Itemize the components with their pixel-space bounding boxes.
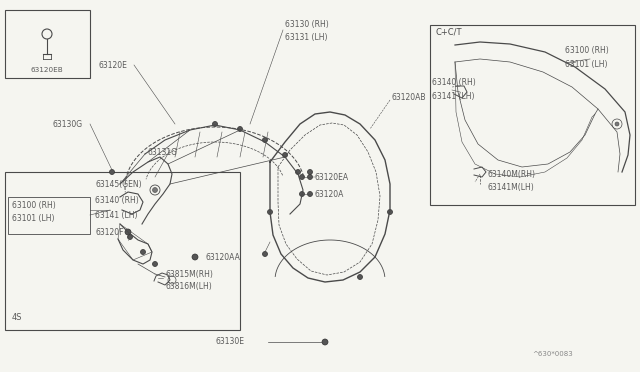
Text: 63130E: 63130E <box>215 337 244 346</box>
Text: 63141 (LH): 63141 (LH) <box>432 92 474 100</box>
Text: 63130 (RH): 63130 (RH) <box>285 19 329 29</box>
Text: 63131 (LH): 63131 (LH) <box>285 32 328 42</box>
Text: C+C/T: C+C/T <box>436 28 463 36</box>
Text: 63120A: 63120A <box>315 189 344 199</box>
Circle shape <box>109 170 115 174</box>
Circle shape <box>212 122 218 126</box>
Text: 63100 (RH): 63100 (RH) <box>565 45 609 55</box>
Circle shape <box>322 339 328 345</box>
Text: 63120E: 63120E <box>98 61 127 70</box>
Text: 63120AB: 63120AB <box>392 93 426 102</box>
Circle shape <box>237 126 243 131</box>
Circle shape <box>387 209 392 215</box>
Circle shape <box>127 234 132 240</box>
Text: 63120AA: 63120AA <box>205 253 240 262</box>
Text: 63141M(LH): 63141M(LH) <box>488 183 535 192</box>
Text: 63101 (LH): 63101 (LH) <box>12 214 54 222</box>
Text: ^630*0083: ^630*0083 <box>532 351 573 357</box>
Text: 63120EB: 63120EB <box>31 67 63 73</box>
Circle shape <box>300 192 305 196</box>
Text: 63120EA: 63120EA <box>315 173 349 182</box>
Text: 63140 (RH): 63140 (RH) <box>432 77 476 87</box>
Circle shape <box>307 174 312 180</box>
Circle shape <box>300 174 305 180</box>
Bar <box>8 197 90 234</box>
Circle shape <box>262 251 268 257</box>
Text: 63815M(RH): 63815M(RH) <box>165 269 213 279</box>
Bar <box>5 10 90 78</box>
Text: 63140 (RH): 63140 (RH) <box>95 196 139 205</box>
Circle shape <box>152 262 157 266</box>
Circle shape <box>152 187 157 192</box>
Text: 63101 (LH): 63101 (LH) <box>565 60 607 68</box>
Text: 4S: 4S <box>12 312 22 321</box>
Text: 63145(GEN): 63145(GEN) <box>95 180 141 189</box>
Circle shape <box>141 250 145 254</box>
Circle shape <box>307 170 312 174</box>
Bar <box>430 25 635 205</box>
Text: 63120F: 63120F <box>95 228 124 237</box>
Circle shape <box>125 229 131 235</box>
Text: 63100 (RH): 63100 (RH) <box>12 201 56 209</box>
Text: 63816M(LH): 63816M(LH) <box>165 282 212 291</box>
Text: 63131G: 63131G <box>148 148 178 157</box>
Circle shape <box>307 192 312 196</box>
Circle shape <box>192 254 198 260</box>
Circle shape <box>358 275 362 279</box>
Bar <box>5 172 240 330</box>
Circle shape <box>296 170 301 174</box>
Text: 63141 (LH): 63141 (LH) <box>95 211 138 219</box>
Text: 63130G: 63130G <box>52 119 82 128</box>
Circle shape <box>268 209 273 215</box>
Text: 63140M(RH): 63140M(RH) <box>488 170 536 179</box>
Circle shape <box>262 138 268 142</box>
Circle shape <box>615 122 619 126</box>
Circle shape <box>282 153 287 157</box>
